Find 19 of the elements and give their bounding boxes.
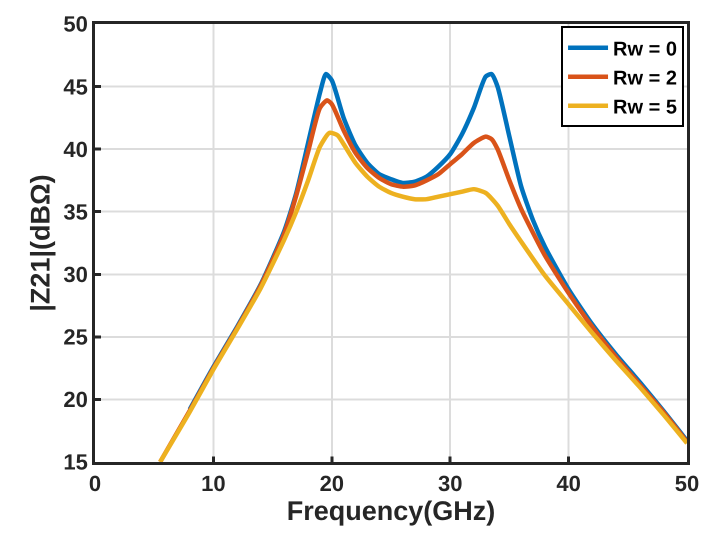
y-tick-label: 50	[63, 12, 88, 37]
y-tick-label: 20	[63, 387, 88, 412]
y-tick-label: 25	[63, 324, 88, 350]
legend-label: Rw = 5	[613, 96, 677, 118]
x-axis-title: Frequency(GHz)	[286, 496, 496, 526]
legend-label: Rw = 2	[613, 67, 677, 90]
x-tick-label: 10	[201, 471, 226, 496]
y-tick-label: 30	[63, 262, 88, 287]
x-tick-label: 0	[88, 471, 102, 496]
y-tick-label: 40	[63, 136, 88, 162]
legend-label: Rw = 0	[613, 38, 677, 60]
y-tick-label: 15	[63, 450, 88, 475]
x-tick-label: 50	[674, 471, 700, 496]
y-tick-label: 35	[63, 199, 88, 224]
y-axis-title: |Z21|(dBΩ)	[25, 174, 56, 312]
x-tick-label: 20	[320, 471, 344, 496]
x-tick-label: 30	[438, 471, 462, 496]
y-tick-label: 45	[63, 74, 88, 100]
x-tick-label: 40	[556, 471, 581, 496]
